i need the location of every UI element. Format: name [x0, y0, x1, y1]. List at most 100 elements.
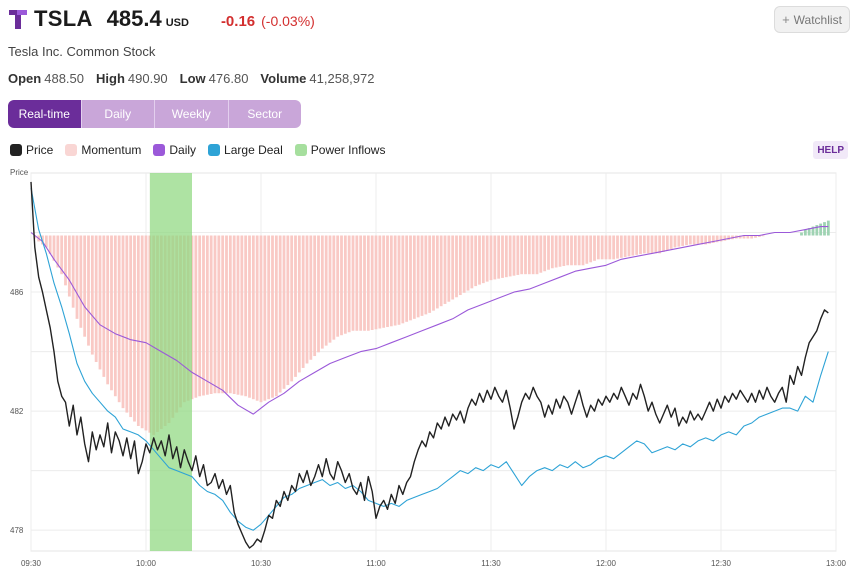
momentum-bar — [347, 235, 351, 333]
momentum-bar — [374, 235, 378, 330]
x-tick-label: 12:30 — [711, 559, 732, 568]
momentum-bar — [228, 235, 232, 394]
legend-price-swatch — [10, 144, 22, 156]
momentum-bar — [631, 235, 635, 256]
momentum-bar — [286, 235, 290, 386]
legend-price[interactable]: Price — [10, 143, 53, 157]
series-line-price — [30, 181, 829, 549]
legend-momentum[interactable]: Momentum — [65, 143, 141, 157]
momentum-bar — [251, 235, 255, 400]
legend-daily-swatch — [153, 144, 166, 156]
momentum-bar — [489, 235, 493, 281]
momentum-bar — [708, 235, 711, 244]
price-chart: 09:30 10:00 10:30 11:00 11:30 12:00 12:30 13:00… — [10, 168, 847, 568]
positive-momentum-bar — [823, 222, 826, 236]
momentum-bar — [761, 235, 765, 237]
momentum-bar — [113, 235, 117, 397]
momentum-bar — [727, 235, 731, 240]
momentum-bar — [685, 235, 688, 246]
momentum-bar — [317, 235, 320, 353]
stat-high-label: High — [96, 71, 125, 86]
momentum-bar — [750, 235, 754, 239]
stat-low-label: Low — [179, 71, 206, 86]
momentum-bar — [294, 235, 297, 377]
legend-large-deal-label: Large Deal — [224, 143, 283, 157]
momentum-bar — [504, 235, 508, 278]
tab-daily[interactable]: Daily — [81, 100, 155, 128]
momentum-bar — [282, 235, 286, 389]
momentum-bar — [512, 235, 516, 276]
tab-sector[interactable]: Sector — [228, 100, 301, 128]
positive-momentum-bar — [811, 226, 815, 236]
momentum-bar — [493, 235, 497, 280]
positive-momentum-bar — [803, 229, 807, 236]
momentum-bar — [87, 235, 90, 346]
momentum-bar — [719, 235, 723, 242]
momentum-bar — [742, 235, 746, 239]
momentum-bar — [355, 235, 359, 331]
tab-real-time[interactable]: Real-time — [8, 100, 82, 128]
momentum-bar — [443, 235, 447, 304]
momentum-bar — [75, 235, 79, 319]
momentum-bar — [608, 235, 612, 260]
momentum-bar — [497, 235, 501, 279]
momentum-bar — [623, 235, 627, 258]
x-tick-label: 13:00 — [826, 559, 847, 568]
momentum-bar — [328, 235, 332, 343]
stat-low-value: 476.80 — [208, 71, 249, 86]
x-tick-label: 09:30 — [21, 559, 42, 568]
legend-power-inflows[interactable]: Power Inflows — [294, 143, 385, 157]
momentum-bar — [363, 235, 366, 331]
momentum-bar — [539, 235, 543, 273]
momentum-bar — [44, 235, 48, 248]
power-inflows-band — [149, 173, 192, 551]
x-tick-label: 11:00 — [366, 559, 386, 568]
momentum-bar — [389, 235, 393, 327]
momentum-bar — [527, 235, 531, 275]
momentum-bar — [213, 235, 217, 394]
momentum-bar — [619, 235, 623, 258]
help-button[interactable]: HELP — [813, 141, 848, 159]
legend-daily[interactable]: Daily — [153, 143, 196, 157]
momentum-bar — [240, 235, 244, 396]
stat-open-label: Open — [8, 71, 42, 86]
momentum-bar — [274, 235, 278, 397]
momentum-bar — [677, 235, 681, 247]
momentum-bar — [79, 235, 83, 328]
x-tick-label: 10:00 — [136, 559, 157, 568]
series-line-large-deal — [30, 187, 829, 531]
momentum-bar — [481, 235, 485, 284]
momentum-bar — [654, 235, 658, 254]
legend-power-inflows-swatch — [294, 144, 307, 156]
momentum-bar — [669, 235, 673, 249]
momentum-bar — [696, 235, 700, 245]
momentum-bar — [278, 235, 282, 393]
momentum-bar — [332, 235, 336, 340]
y-tick-label: 482 — [10, 407, 24, 416]
momentum-bar — [447, 235, 451, 302]
momentum-bar — [581, 235, 585, 266]
series-line-daily — [30, 226, 829, 415]
momentum-bar — [267, 235, 271, 400]
momentum-bar — [711, 235, 715, 243]
momentum-bar — [351, 235, 355, 331]
momentum-bar — [715, 235, 719, 243]
price-change-percent: (-0.03%) — [261, 13, 315, 29]
momentum-bar — [324, 235, 328, 346]
momentum-bar — [309, 235, 313, 360]
momentum-bar — [616, 235, 619, 259]
momentum-bar — [585, 235, 589, 264]
legend-large-deal[interactable]: Large Deal — [208, 143, 283, 157]
momentum-bar — [566, 235, 570, 266]
momentum-bar — [673, 235, 677, 248]
momentum-bar — [681, 235, 685, 246]
momentum-bar — [52, 235, 56, 261]
momentum-bar — [604, 235, 608, 260]
momentum-bar — [470, 235, 474, 289]
tab-weekly[interactable]: Weekly — [155, 100, 229, 128]
momentum-bar — [420, 235, 424, 316]
watchlist-button[interactable]: + Watchlist — [774, 6, 850, 33]
momentum-bar — [508, 235, 512, 277]
legend-large-deal-swatch — [208, 144, 221, 156]
stat-volume: Volume 41,258,972 — [260, 71, 374, 86]
